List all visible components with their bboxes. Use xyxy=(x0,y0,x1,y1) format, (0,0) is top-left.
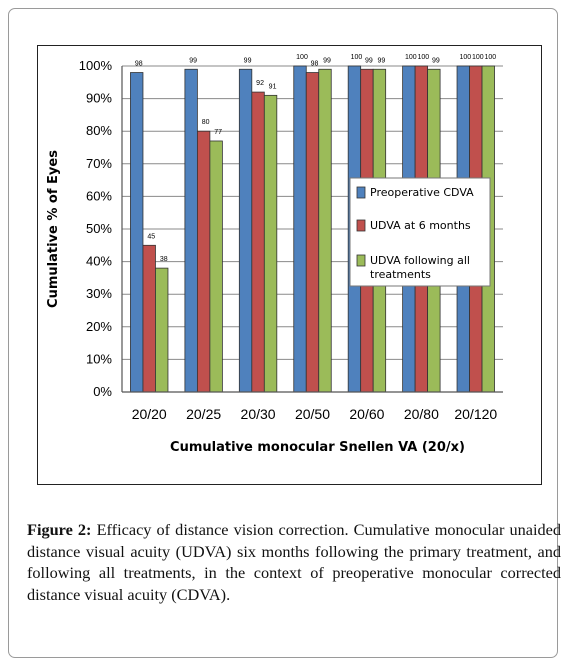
y-tick-labels: 0% 10% 20% 30% 40% 50% 60% 70% 80% 90% 100% xyxy=(79,58,113,399)
bar xyxy=(305,72,320,393)
legend-swatch xyxy=(356,254,366,267)
data-label: 91 xyxy=(269,83,277,90)
data-label: 100 xyxy=(472,54,484,61)
bar xyxy=(209,140,223,393)
x-tick-label: 20/20 xyxy=(132,406,167,422)
legend-entry: UDVA at 6 months xyxy=(370,219,471,232)
caption-text: Efficacy of distance vision correction. … xyxy=(27,520,561,604)
y-axis-title: Cumulative % of Eyes xyxy=(46,150,61,308)
data-label: 98 xyxy=(135,61,143,68)
bar xyxy=(142,244,156,393)
legend-entry: UDVA following all treatments xyxy=(370,254,470,281)
x-tick-label: 20/60 xyxy=(349,406,384,422)
chart-area: 98 45 38 99 80 77 99 92 91 100 98 99 100 99 99 100 100 99… xyxy=(37,45,542,485)
y-tick-label: 60% xyxy=(86,188,112,203)
data-label: 100 xyxy=(296,54,308,61)
data-label: 100 xyxy=(351,54,363,61)
y-tick-label: 40% xyxy=(86,254,112,269)
data-label: 100 xyxy=(405,54,417,61)
x-tick-labels: 20/20 20/25 20/30 20/50 20/60 20/80 20/120 xyxy=(132,406,498,422)
x-tick-label: 20/80 xyxy=(404,406,439,422)
y-tick-label: 90% xyxy=(86,91,112,106)
x-tick-label: 20/30 xyxy=(241,406,276,422)
y-tick-label: 70% xyxy=(86,156,112,171)
bar xyxy=(130,72,144,393)
legend-swatch xyxy=(356,186,366,199)
x-tick-label: 20/50 xyxy=(295,406,330,422)
bar xyxy=(238,68,253,393)
legend-box xyxy=(349,177,491,287)
figure-caption: Figure 2: Efficacy of distance vision co… xyxy=(27,519,561,605)
bar xyxy=(293,65,307,393)
bar xyxy=(263,94,278,393)
data-label: 100 xyxy=(459,54,471,61)
figure-frame: 98 45 38 99 80 77 99 92 91 100 98 99 100 99 99 100 100 99… xyxy=(8,8,561,658)
data-label: 77 xyxy=(214,129,222,136)
legend-entry: Preoperative CDVA xyxy=(370,186,474,199)
data-label: 99 xyxy=(432,57,440,64)
legend-swatch xyxy=(356,219,366,232)
x-tick-label: 20/25 xyxy=(186,406,221,422)
y-tick-label: 20% xyxy=(86,319,112,334)
y-tick-label: 80% xyxy=(86,123,112,138)
y-tick-label: 0% xyxy=(93,384,112,399)
bar xyxy=(155,267,169,393)
bar xyxy=(251,91,265,393)
bar xyxy=(196,130,211,393)
data-label: 99 xyxy=(365,57,373,64)
y-tick-label: 10% xyxy=(86,351,112,366)
data-label: 98 xyxy=(311,61,319,68)
data-label: 45 xyxy=(147,233,155,240)
data-label: 92 xyxy=(256,80,264,87)
data-label: 38 xyxy=(160,256,168,263)
y-tick-label: 30% xyxy=(86,286,112,301)
bar xyxy=(318,68,332,393)
figure-label: Figure 2: xyxy=(27,520,92,539)
data-label: 99 xyxy=(323,57,331,64)
data-label: 100 xyxy=(418,54,430,61)
data-label: 80 xyxy=(202,119,210,126)
x-axis-title: Cumulative monocular Snellen VA (20/x) xyxy=(170,440,465,455)
x-tick-label: 20/120 xyxy=(454,406,497,422)
data-label: 99 xyxy=(244,57,252,64)
y-tick-label: 50% xyxy=(86,221,112,236)
data-label: 99 xyxy=(378,57,386,64)
bar xyxy=(184,68,198,393)
y-tick-label: 100% xyxy=(79,58,113,73)
data-label: 99 xyxy=(189,57,197,64)
legend: Preoperative CDVA UDVA at 6 months UDVA fo… xyxy=(349,177,491,287)
data-label: 100 xyxy=(484,54,496,61)
